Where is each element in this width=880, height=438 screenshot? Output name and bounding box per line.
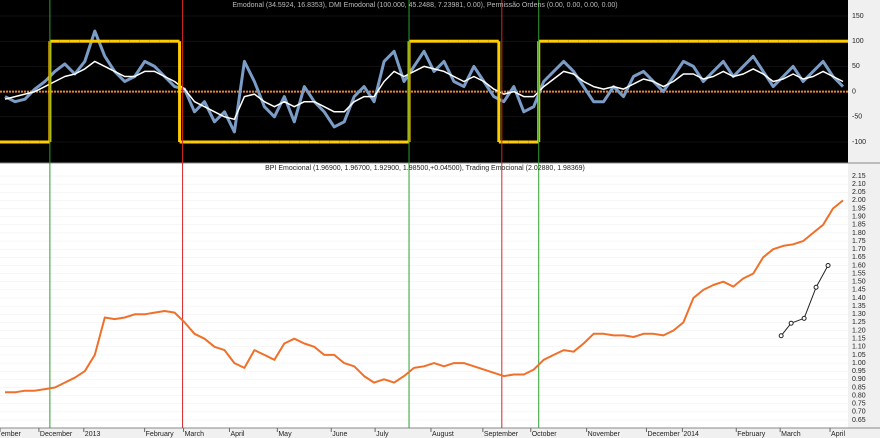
x-tick-label: February xyxy=(146,431,175,438)
price-title: BPI Emocional (1.96900, 1.96700, 1.92900… xyxy=(265,165,585,172)
y-tick-label: 50 xyxy=(852,63,860,70)
y-tick-label: 1.95 xyxy=(852,205,866,212)
x-tick-label: August xyxy=(432,431,454,438)
y-tick-label: 0.70 xyxy=(852,409,866,416)
y-tick-label: 1.15 xyxy=(852,336,866,343)
y-axis-strip xyxy=(848,0,880,438)
x-tick-label: December xyxy=(647,431,680,438)
y-tick-label: 2.10 xyxy=(852,181,866,188)
y-tick-label: 1.60 xyxy=(852,262,866,269)
marker xyxy=(813,284,819,290)
series-line xyxy=(5,199,844,394)
x-axis-strip xyxy=(0,428,880,438)
y-tick-label: 150 xyxy=(852,13,864,20)
y-tick-label: 0.85 xyxy=(852,384,866,391)
x-tick-label: June xyxy=(332,431,347,438)
y-tick-label: 1.70 xyxy=(852,246,866,253)
x-tick-label: September xyxy=(484,431,519,438)
y-tick-label: 1.10 xyxy=(852,344,866,351)
indicator-panel xyxy=(0,0,848,163)
y-tick-label: 1.50 xyxy=(852,279,866,286)
y-tick-label: 2.05 xyxy=(852,189,866,196)
y-tick-label: 1.00 xyxy=(852,360,866,367)
y-tick-label: 1.30 xyxy=(852,311,866,318)
y-tick-label: 2.00 xyxy=(852,197,866,204)
y-tick-label: 1.65 xyxy=(852,254,866,261)
y-tick-label: 0.90 xyxy=(852,376,866,383)
marker xyxy=(788,320,794,326)
x-tick-label: October xyxy=(532,431,558,438)
x-tick-label: March xyxy=(185,431,205,438)
marker xyxy=(801,315,807,321)
indicator-title: Emodonal (34.5924, 16.8353), DMI Emodona… xyxy=(232,2,617,9)
y-tick-label: 1.80 xyxy=(852,230,866,237)
marker xyxy=(778,333,784,339)
marker xyxy=(825,262,831,268)
y-tick-label: 1.75 xyxy=(852,238,866,245)
y-tick-label: 0.65 xyxy=(852,417,866,424)
y-tick-label: 1.25 xyxy=(852,319,866,326)
series-line xyxy=(4,29,845,134)
y-tick-label: 1.90 xyxy=(852,214,866,221)
x-tick-label: 2014 xyxy=(683,431,699,438)
x-tick-label: December xyxy=(40,431,73,438)
x-tick-label: November xyxy=(588,431,621,438)
y-tick-label: 0 xyxy=(852,88,856,95)
series-line xyxy=(4,60,844,121)
y-tick-label: -50 xyxy=(852,114,862,121)
x-tick-label: April xyxy=(230,431,244,438)
x-tick-label: May xyxy=(278,431,292,438)
y-tick-label: 1.05 xyxy=(852,352,866,359)
y-tick-label: 1.55 xyxy=(852,270,866,277)
x-tick-label: March xyxy=(781,431,801,438)
x-tick-label: July xyxy=(376,431,389,438)
x-tick-label: 2013 xyxy=(85,431,101,438)
price-panel xyxy=(0,163,848,428)
y-tick-label: 100 xyxy=(852,38,864,45)
y-tick-label: 2.15 xyxy=(852,173,866,180)
y-tick-label: 0.95 xyxy=(852,368,866,375)
x-tick-label: ember xyxy=(1,431,22,438)
y-tick-label: 1.85 xyxy=(852,222,866,229)
y-tick-label: 1.20 xyxy=(852,327,866,334)
y-tick-label: 0.80 xyxy=(852,392,866,399)
x-tick-label: April xyxy=(831,431,845,438)
y-tick-label: 1.35 xyxy=(852,303,866,310)
y-tick-label: 1.40 xyxy=(852,295,866,302)
x-tick-label: February xyxy=(737,431,766,438)
y-tick-label: -100 xyxy=(852,139,866,146)
y-tick-label: 0.75 xyxy=(852,401,866,408)
y-tick-label: 1.45 xyxy=(852,287,866,294)
